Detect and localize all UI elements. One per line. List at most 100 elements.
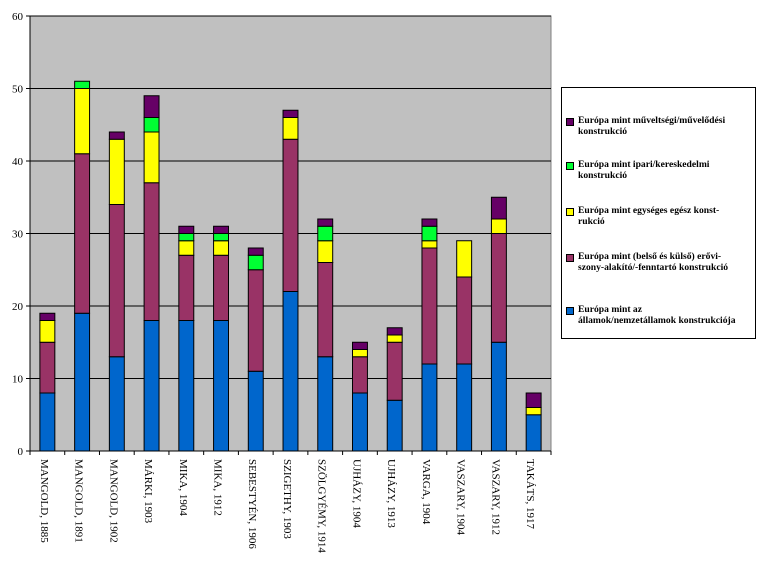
bar-segment-series-1 [456, 363, 473, 452]
bar-segment-series-3 [143, 131, 160, 184]
bar-segment-series-3 [39, 320, 56, 343]
legend: Európa mint műveltségi/művelődési konstr… [561, 87, 756, 339]
x-category-label: MÁRKI, 1903 [142, 459, 154, 524]
bar-segment-series-1 [74, 312, 91, 452]
bar-segment-series-1 [247, 370, 264, 452]
legend-label: Európa mint műveltségi/művelődési konstr… [578, 115, 726, 137]
bar-segment-series-5 [525, 392, 542, 408]
legend-swatch [566, 254, 574, 262]
bar-segment-series-2 [282, 138, 299, 292]
x-category-label: VASZARY, 1912 [489, 459, 501, 535]
bar-segment-series-5 [421, 218, 438, 227]
x-category-label: MANGOLD, 1891 [73, 459, 85, 543]
bar-segment-series-2 [421, 247, 438, 365]
x-category-label: MIKA, 1904 [177, 459, 189, 516]
bar-segment-series-4 [317, 225, 334, 242]
x-category-label: SZIGETHY, 1903 [281, 459, 293, 539]
y-tick-label: 0 [18, 446, 24, 458]
bar-segment-series-1 [421, 363, 438, 452]
legend-swatch [566, 307, 574, 315]
bar-segment-series-3 [456, 240, 473, 278]
bar-segment-series-1 [317, 356, 334, 452]
bar-segment-series-5 [351, 341, 368, 350]
bar-segment-series-2 [386, 341, 403, 401]
bar-segment-series-2 [143, 182, 160, 321]
bar-segment-series-2 [490, 233, 507, 343]
x-category-label: VARGA, 1904 [420, 459, 432, 525]
bar-segment-series-3 [108, 138, 125, 205]
bar-segment-series-5 [213, 225, 230, 234]
x-category-label: UJHÁZY, 1913 [385, 459, 397, 528]
legend-swatch [566, 208, 574, 216]
bar-segment-series-2 [351, 356, 368, 394]
bar-segment-series-1 [525, 414, 542, 452]
x-category-label: MIKA, 1912 [212, 459, 224, 516]
bar-segment-series-4 [74, 80, 91, 89]
bar-segment-series-1 [108, 356, 125, 452]
y-tick-label: 30 [12, 229, 24, 241]
x-category-label: SEBESTYÉN, 1906 [246, 459, 258, 549]
y-tick-label: 50 [12, 84, 24, 96]
bar-segment-series-5 [178, 225, 195, 234]
bar-segment-series-3 [386, 334, 403, 343]
bar-segment-series-5 [143, 95, 160, 118]
bar-segment-series-5 [317, 218, 334, 227]
bar-segment-series-2 [247, 269, 264, 372]
bar-segment-series-3 [317, 240, 334, 263]
bar-segment-series-2 [213, 254, 230, 321]
x-category-label: TAKÁTS, 1917 [524, 459, 536, 530]
y-tick-label: 40 [12, 156, 24, 168]
bar-segment-series-2 [317, 262, 334, 358]
legend-label: Európa mint ipari/kereskedelmi konstrukc… [578, 159, 710, 181]
bar-segment-series-5 [247, 247, 264, 256]
legend-label: Európa mint egységes egész konst- rukció [578, 205, 720, 227]
x-category-label: VASZARY, 1904 [455, 459, 467, 536]
legend-item-series-4: Európa mint ipari/kereskedelmi konstrukc… [566, 159, 752, 181]
bar-segment-series-1 [39, 392, 56, 452]
bar-segment-series-2 [108, 204, 125, 358]
legend-item-series-1: Európa mint az államok/nemzetállamok kon… [566, 304, 752, 326]
bar-segment-series-1 [178, 320, 195, 452]
x-category-label: MANGOLD, 1885 [38, 459, 50, 543]
bar-segment-series-3 [282, 117, 299, 140]
bar-segment-series-5 [386, 327, 403, 336]
bar-segment-series-3 [351, 349, 368, 358]
legend-label: Európa mint az államok/nemzetállamok kon… [578, 304, 736, 326]
bar-segment-series-1 [490, 341, 507, 452]
bar-segment-series-4 [178, 233, 195, 242]
bar-segment-series-1 [351, 392, 368, 452]
bar-segment-series-4 [421, 225, 438, 242]
legend-label: Európa mint (belső és külső) erővi- szon… [578, 251, 729, 273]
bar-segment-series-2 [456, 276, 473, 365]
bar-segment-series-3 [213, 240, 230, 256]
bar-segment-series-4 [213, 233, 230, 242]
bar-segment-series-2 [39, 341, 56, 394]
legend-item-series-3: Európa mint egységes egész konst- rukció [566, 205, 752, 227]
bar-segment-series-1 [386, 399, 403, 452]
bar-segment-series-2 [178, 254, 195, 321]
x-category-label: SZÖLGYÉMY, 1914 [316, 459, 328, 553]
bar-segment-series-3 [178, 240, 195, 256]
bar-segment-series-2 [74, 153, 91, 314]
bar-segment-series-5 [39, 312, 56, 321]
bar-segment-series-5 [490, 196, 507, 220]
bar-segment-series-1 [213, 320, 230, 452]
bar-segment-series-5 [282, 109, 299, 118]
bar-segment-series-4 [143, 117, 160, 133]
bar-segment-series-3 [74, 88, 91, 155]
y-tick-label: 20 [12, 301, 24, 313]
x-category-label: UJHÁZY, 1904 [350, 459, 362, 528]
y-tick-label: 10 [12, 374, 24, 386]
bar-segment-series-3 [421, 240, 438, 249]
bar-segment-series-1 [282, 291, 299, 452]
bar-segment-series-3 [490, 218, 507, 234]
legend-swatch [566, 118, 574, 126]
x-category-label: MANGOLD, 1902 [107, 459, 119, 543]
y-tick-label: 60 [12, 11, 24, 23]
legend-item-series-5: Európa mint műveltségi/művelődési konstr… [566, 115, 752, 137]
bar-segment-series-5 [108, 131, 125, 140]
legend-item-series-2: Európa mint (belső és külső) erővi- szon… [566, 251, 752, 273]
bar-segment-series-4 [247, 254, 264, 271]
legend-swatch [566, 162, 574, 170]
